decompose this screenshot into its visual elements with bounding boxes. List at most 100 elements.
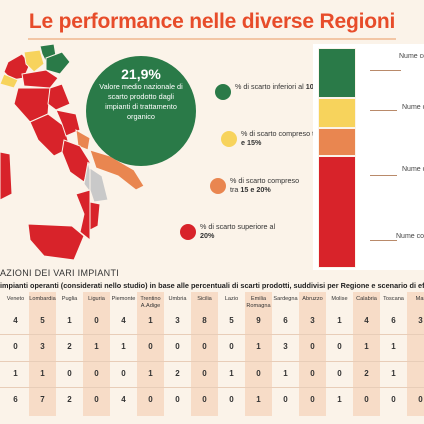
table-column-shade [407,292,424,416]
table-cell: 1 [364,342,369,351]
table-cell: 1 [40,369,45,378]
table-cell: 1 [337,395,342,404]
table-header-cell: Piemonte [111,296,136,302]
region-abruzzo [55,109,81,137]
table-header-cell: Calabria [356,296,377,302]
table-cell: 6 [283,316,288,325]
table-cell: 0 [94,316,99,325]
page-title: Le performance nelle diverse Regioni [28,10,396,33]
table-cell: 0 [148,342,153,351]
region-molise [75,129,90,151]
title-underline [28,38,396,40]
table-cell: 4 [121,395,126,404]
table-cell: 6 [391,316,396,325]
table-header-cell: Trentino A.Adige [140,296,161,309]
table-cell: 2 [364,369,369,378]
table-header-cell: Veneto [6,296,25,302]
bar-segment-yellow [318,98,356,128]
region-basilicata [83,161,90,193]
table-cell: 7 [40,395,45,404]
table-cell: 0 [310,342,315,351]
table-header-cell: Umbria [168,296,187,302]
bar-segment-green [318,48,356,98]
table-cell: 0 [364,395,369,404]
table-cell: 3 [418,316,423,325]
average-scrap-badge: 21,9% Valore medio nazionale di scarto p… [86,56,196,166]
region-basilicata-east [90,167,109,203]
bar-label-orange: Nume co [402,166,424,173]
table-cell: 4 [13,316,18,325]
region-sicilia [27,223,85,261]
table-cell: 2 [67,342,72,351]
table-cell: 1 [283,369,288,378]
table-cell: 1 [391,369,396,378]
table-cell: 0 [337,342,342,351]
region-lombardia [23,49,45,73]
table-cell: 0 [418,395,423,404]
section-title: AZIONI DEI VARI IMPIANTI [0,268,120,278]
table-cell: 0 [283,395,288,404]
table-cell: 1 [229,369,234,378]
bar-segment-red [318,156,356,268]
legend-dot-green [215,84,231,100]
table-header-cell: Liguria [88,296,105,302]
table-cell: 0 [310,369,315,378]
table-cell: 4 [364,316,369,325]
table-column-shade [191,292,218,416]
table-cell: 2 [67,395,72,404]
connector-line [370,110,397,111]
table-cell: 0 [13,342,18,351]
table-cell: 0 [175,342,180,351]
table-subtitle: impianti operanti (considerati nello stu… [0,281,424,290]
table-cell: 0 [67,369,72,378]
table-header-cell: Sicilia [197,296,212,302]
table-cell: 2 [175,369,180,378]
region-liguria [0,73,19,89]
table-column-shade [245,292,272,416]
average-scrap-description: Valore medio nazionale di scarto prodott… [99,82,183,121]
table-cell: 0 [310,395,315,404]
table-cell: 0 [94,395,99,404]
table-header-cell: Lombardia [29,296,56,302]
region-sardegna [0,151,13,201]
connector-line [370,240,397,241]
table-cell: 9 [256,316,261,325]
table-cell: 6 [13,395,18,404]
table-cell: 5 [40,316,45,325]
table-cell: 1 [148,316,153,325]
italy-map-south [90,150,145,230]
table-cell: 1 [256,395,261,404]
table-cell: 3 [283,342,288,351]
table-row-divider [0,387,424,388]
table-row-divider [0,361,424,362]
table-cell: 0 [202,342,207,351]
region-veneto [45,51,71,75]
table-cell: 8 [202,316,207,325]
stacked-bar [318,48,356,268]
table-column-shade [299,292,326,416]
connector-line [370,70,401,71]
table-header-cell: Sardegna [273,296,298,302]
region-calabria-east [90,201,101,230]
table-cell: 0 [337,369,342,378]
table-cell: 0 [175,395,180,404]
table-cell: 0 [94,369,99,378]
region-emilia [21,69,59,89]
table-column-shade [353,292,380,416]
table-cell: 1 [13,369,18,378]
table-cell: 0 [256,369,261,378]
region-marche [47,83,71,111]
table-row-divider [0,334,424,335]
table-cell: 1 [391,342,396,351]
table-cell: 3 [310,316,315,325]
table-cell: 1 [337,316,342,325]
table-cell: 1 [148,369,153,378]
table-header-cell: Emilia Romagna [246,296,271,309]
legend-dot-orange [210,178,226,194]
table-cell: 5 [229,316,234,325]
table-header-cell: Puglia [61,296,78,302]
table-cell: 0 [148,395,153,404]
bar-label-yellow: Nume co [402,104,424,111]
table-column-shade [29,292,56,416]
table-cell: 0 [229,395,234,404]
